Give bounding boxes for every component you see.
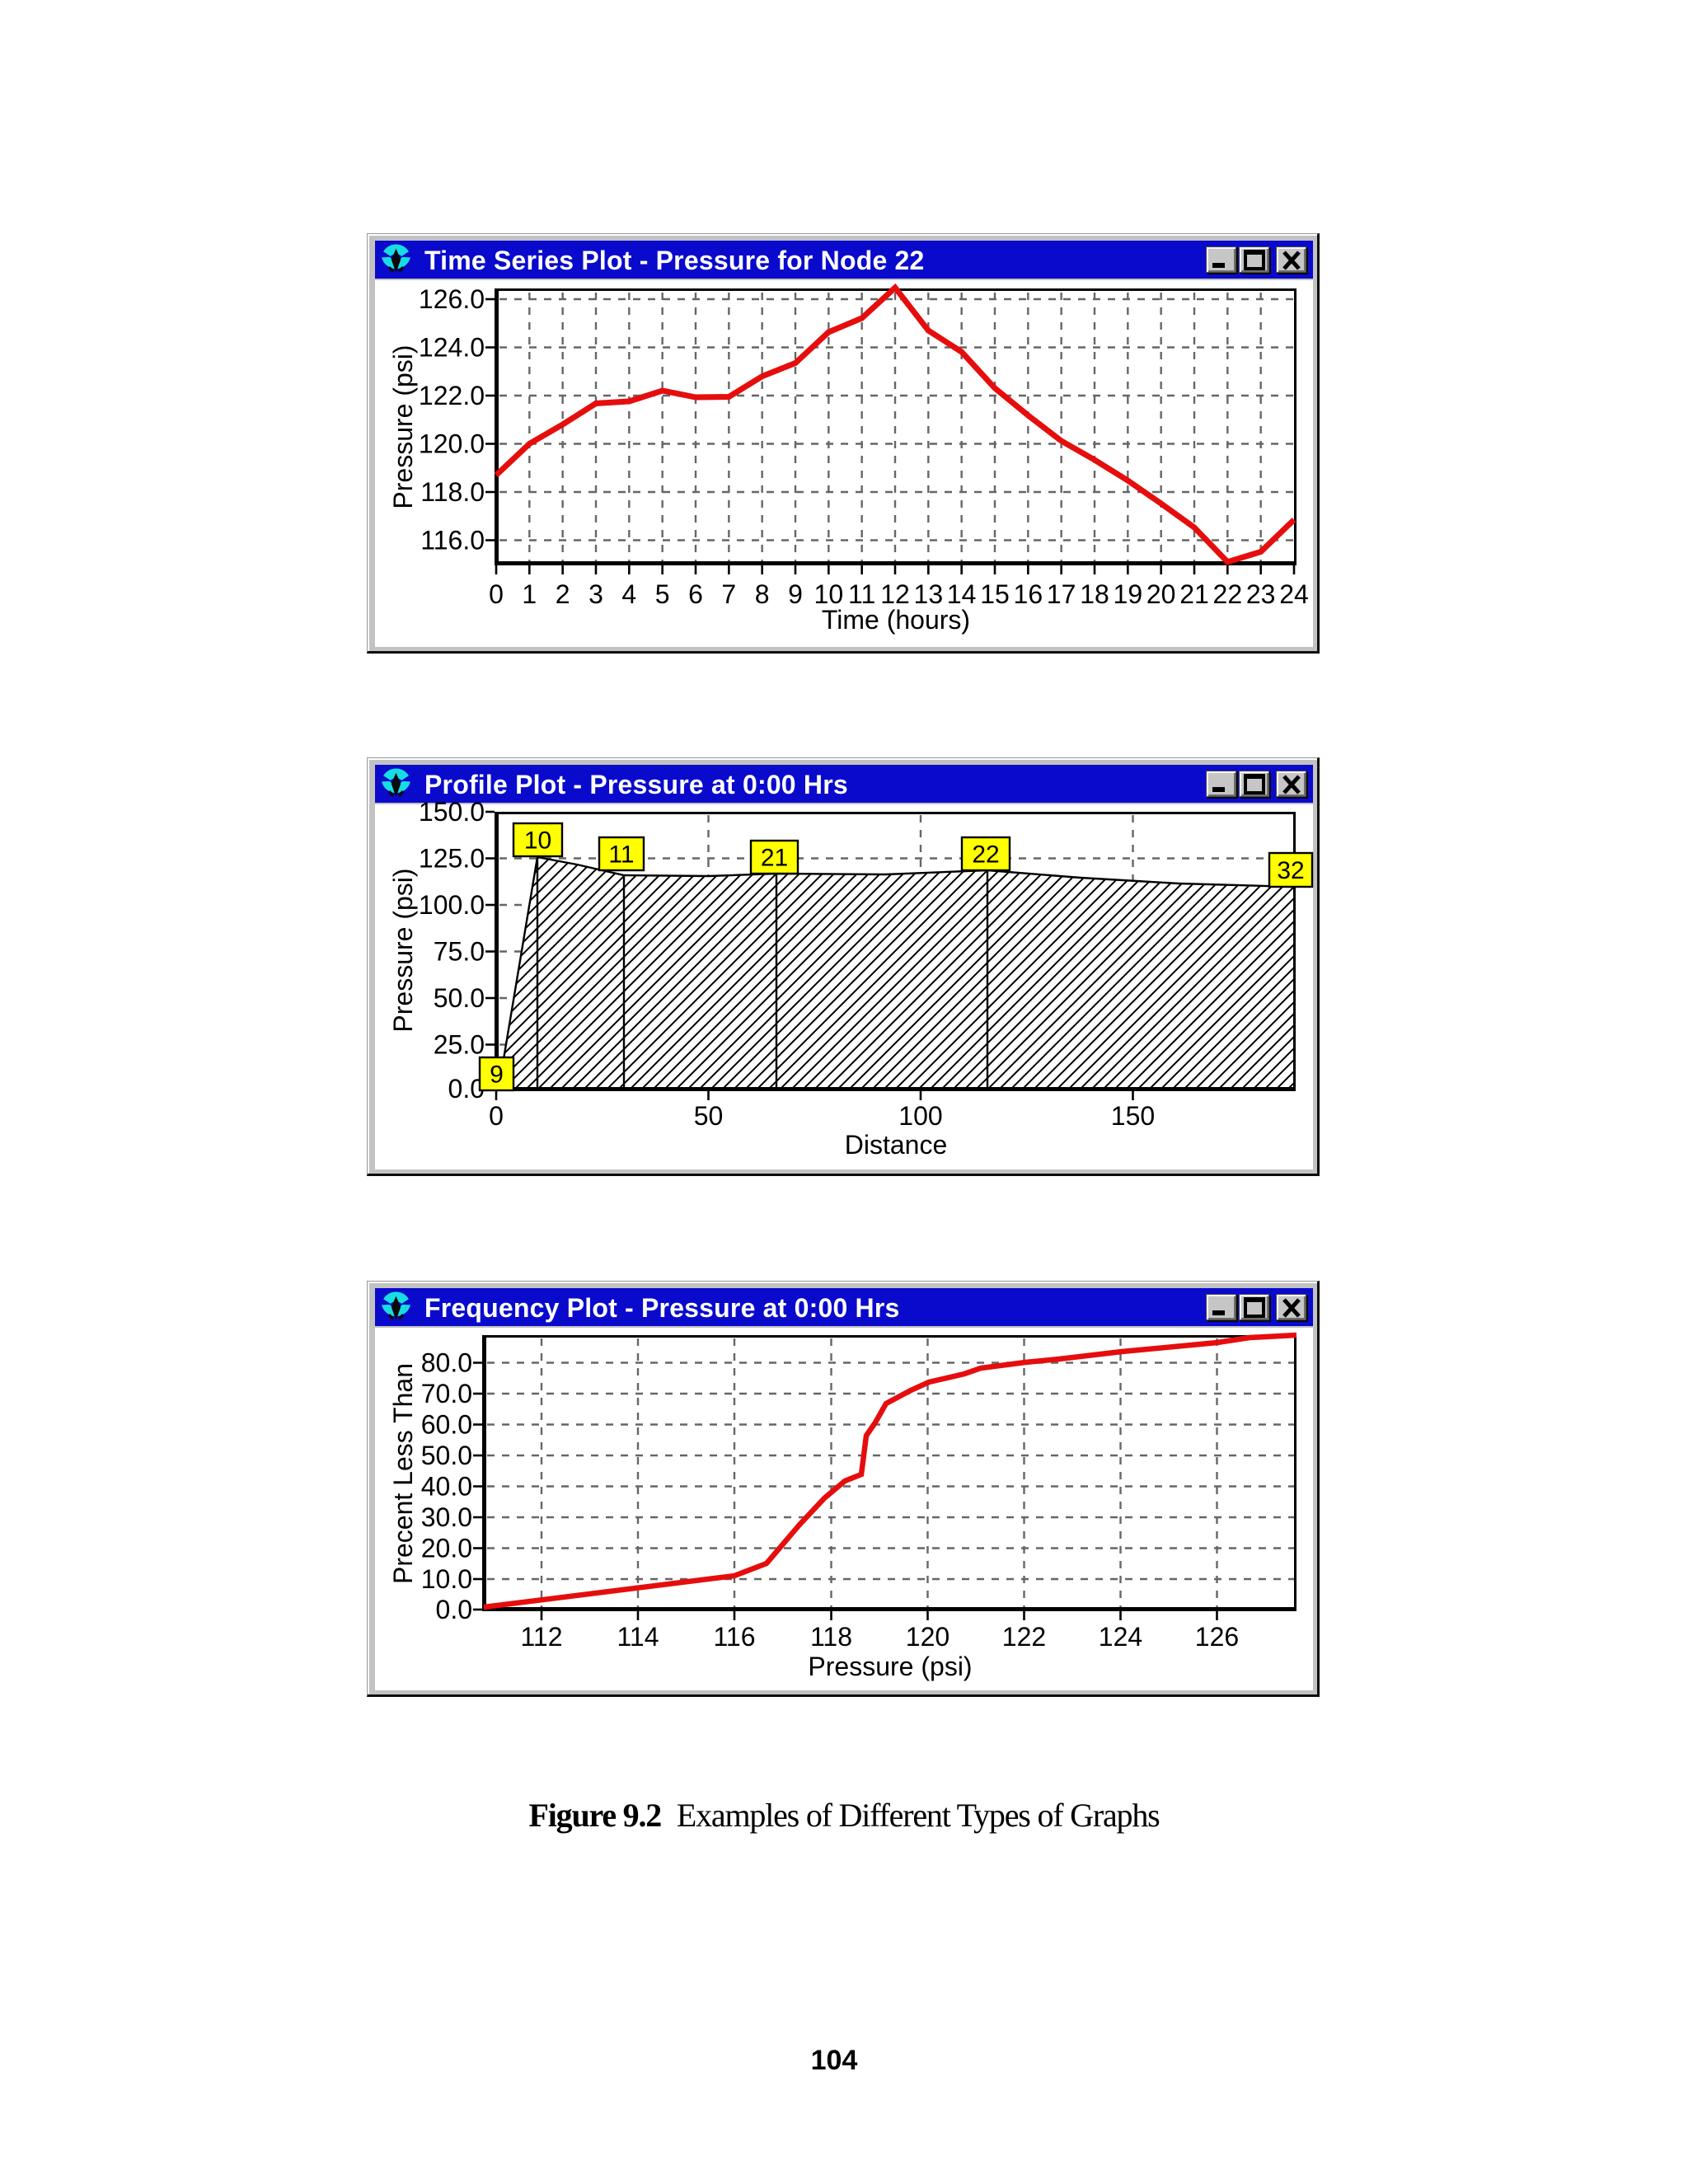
svg-text:80.0: 80.0	[421, 1348, 472, 1378]
svg-text:Precent Less Than: Precent Less Than	[388, 1363, 418, 1584]
svg-text:Pressure (psi): Pressure (psi)	[808, 1652, 972, 1681]
svg-text:21: 21	[761, 845, 788, 872]
svg-text:18: 18	[1080, 579, 1109, 609]
svg-text:12: 12	[880, 579, 910, 609]
svg-text:100.0: 100.0	[419, 890, 485, 920]
svg-text:116: 116	[713, 1622, 755, 1652]
svg-text:120.0: 120.0	[419, 429, 485, 459]
svg-text:122.0: 122.0	[419, 381, 485, 410]
svg-text:114: 114	[617, 1622, 659, 1652]
svg-text:120: 120	[906, 1622, 950, 1652]
svg-text:11: 11	[848, 579, 875, 609]
svg-text:11: 11	[608, 841, 634, 869]
svg-text:118: 118	[810, 1622, 852, 1652]
svg-text:22: 22	[972, 841, 999, 869]
svg-text:8: 8	[755, 579, 770, 609]
svg-text:50.0: 50.0	[421, 1441, 472, 1470]
svg-text:17: 17	[1047, 579, 1076, 609]
svg-text:118.0: 118.0	[420, 477, 485, 507]
svg-text:13: 13	[914, 579, 944, 609]
svg-text:60.0: 60.0	[421, 1410, 472, 1440]
svg-text:124.0: 124.0	[419, 333, 485, 363]
svg-text:125.0: 125.0	[419, 844, 485, 874]
svg-text:16: 16	[1014, 579, 1043, 609]
svg-text:7: 7	[721, 579, 736, 609]
svg-text:30.0: 30.0	[421, 1502, 472, 1532]
svg-text:Distance: Distance	[845, 1130, 948, 1160]
svg-text:19: 19	[1114, 579, 1143, 609]
svg-text:0: 0	[489, 579, 504, 609]
svg-text:1: 1	[522, 579, 537, 609]
svg-text:126: 126	[1195, 1622, 1239, 1652]
svg-text:25.0: 25.0	[434, 1030, 485, 1060]
svg-text:15: 15	[980, 579, 1010, 609]
svg-text:0.0: 0.0	[448, 1074, 485, 1104]
svg-text:0.0: 0.0	[436, 1595, 472, 1624]
svg-text:150: 150	[1111, 1101, 1155, 1131]
svg-text:Pressure (psi): Pressure (psi)	[388, 344, 418, 509]
svg-text:Time (hours): Time (hours)	[822, 605, 970, 635]
svg-text:150.0: 150.0	[419, 797, 485, 827]
svg-text:50.0: 50.0	[434, 983, 485, 1013]
svg-text:22: 22	[1213, 579, 1243, 609]
svg-text:10: 10	[524, 827, 551, 855]
svg-text:20: 20	[1146, 579, 1176, 609]
svg-text:6: 6	[688, 579, 703, 609]
svg-text:Pressure (psi): Pressure (psi)	[388, 868, 418, 1032]
svg-text:21: 21	[1179, 579, 1209, 609]
svg-text:116.0: 116.0	[420, 526, 485, 555]
svg-text:0: 0	[489, 1101, 504, 1131]
svg-text:126.0: 126.0	[419, 284, 485, 314]
svg-text:122: 122	[1002, 1622, 1046, 1652]
svg-text:112: 112	[520, 1622, 562, 1652]
svg-text:32: 32	[1277, 857, 1304, 884]
svg-text:124: 124	[1099, 1622, 1142, 1652]
svg-text:14: 14	[947, 579, 977, 609]
svg-text:9: 9	[788, 579, 803, 609]
svg-text:23: 23	[1246, 579, 1276, 609]
svg-text:2: 2	[556, 579, 570, 609]
svg-text:20.0: 20.0	[421, 1534, 472, 1563]
svg-text:70.0: 70.0	[421, 1379, 472, 1408]
svg-text:10: 10	[814, 579, 844, 609]
svg-text:3: 3	[588, 579, 603, 609]
svg-text:10.0: 10.0	[421, 1564, 472, 1594]
svg-text:5: 5	[655, 579, 670, 609]
svg-text:50: 50	[694, 1101, 724, 1131]
svg-text:4: 4	[621, 579, 636, 609]
svg-text:40.0: 40.0	[421, 1472, 472, 1502]
svg-text:100: 100	[898, 1101, 942, 1131]
svg-text:24: 24	[1279, 579, 1309, 609]
svg-text:75.0: 75.0	[434, 937, 485, 967]
svg-text:9: 9	[490, 1062, 504, 1089]
